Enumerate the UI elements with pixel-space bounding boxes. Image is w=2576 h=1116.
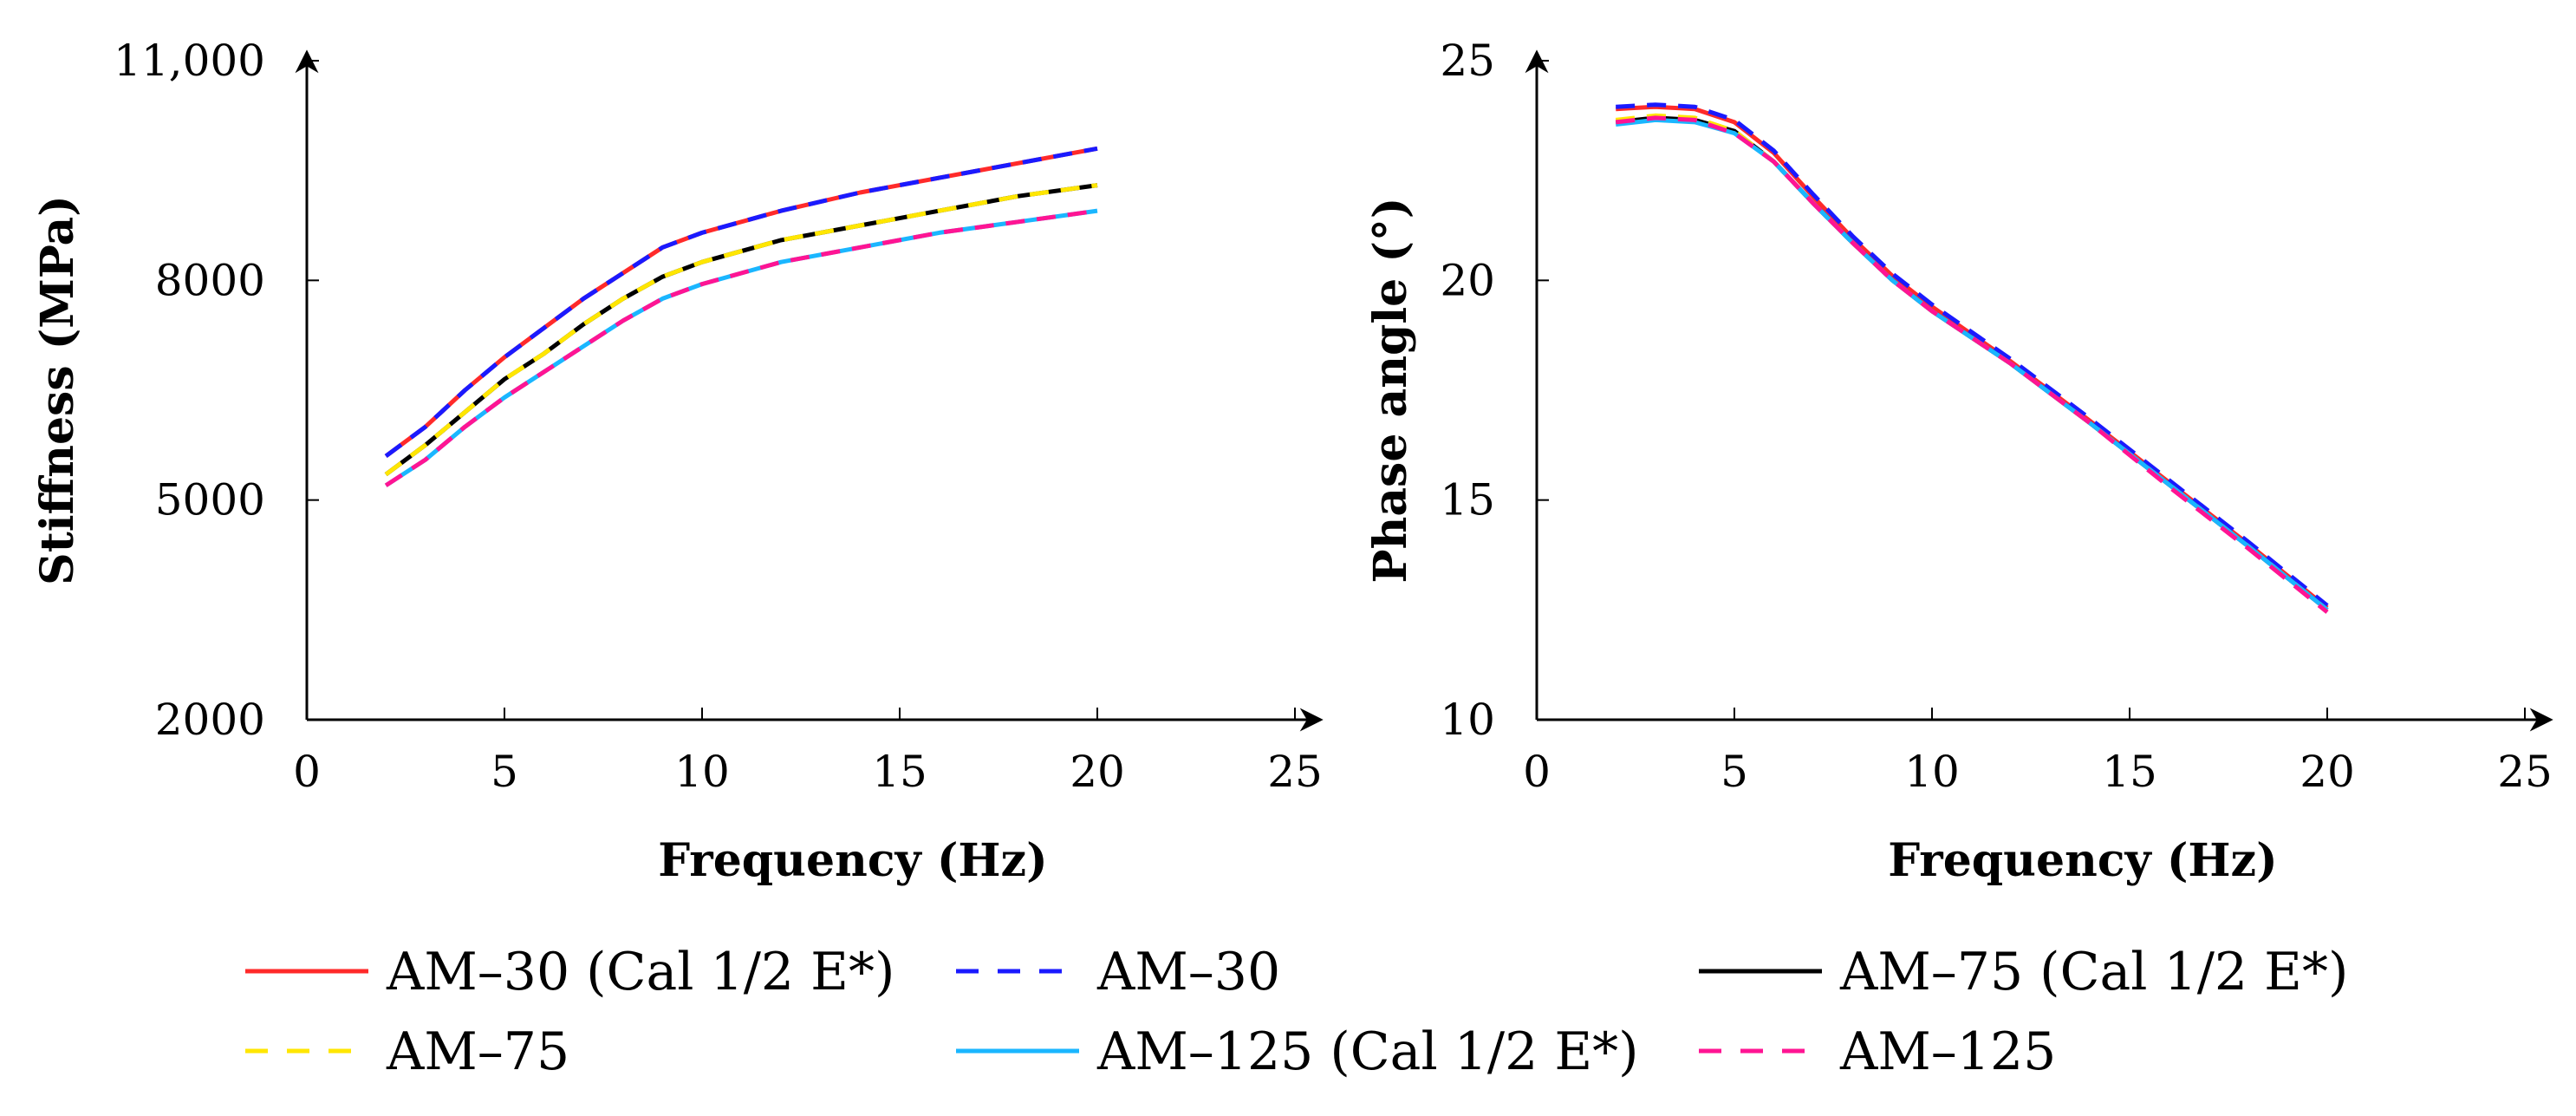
phase-series-am-30 <box>1616 102 2329 608</box>
legend: AM–30 (Cal 1/2 E*) AM–30 AM–75 (Cal 1/2 E*… <box>245 942 2348 1082</box>
phase-y-axis-title: Phase angle (°) <box>1364 197 1417 583</box>
phase-x-tick-label: 0 <box>1523 747 1551 797</box>
legend-label: AM–30 <box>1096 942 1280 1002</box>
phase-series-am-30-cal-1-2-e <box>1616 104 2329 610</box>
phase-x-tick-label: 15 <box>2102 747 2157 797</box>
phase-series-am-125 <box>1615 115 2329 614</box>
stiffness-series-am-75 <box>384 183 1098 477</box>
legend-label: AM–125 (Cal 1/2 E*) <box>1096 1021 1639 1082</box>
phase-angle-chart: 0 5 10 15 20 25 10 15 20 25 Frequency (Hz) Phase an… <box>1364 36 2553 887</box>
phase-x-tick-label: 25 <box>2497 747 2553 797</box>
phase-y-tick-label: 25 <box>1440 36 1495 86</box>
stiffness-x-tick-label: 25 <box>1267 747 1323 797</box>
phase-y-tick-label: 10 <box>1440 695 1495 745</box>
phase-y-tick-label: 15 <box>1440 475 1495 525</box>
stiffness-y-tick-label: 5000 <box>155 475 265 525</box>
stiffness-y-tick-label: 8000 <box>155 255 265 305</box>
legend-label: AM–75 (Cal 1/2 E*) <box>1839 942 2348 1002</box>
legend-label: AM–125 <box>1839 1021 2056 1082</box>
legend-label: AM–75 <box>386 1021 569 1082</box>
stiffness-x-axis-title: Frequency (Hz) <box>658 834 1047 887</box>
stiffness-y-tick-label: 2000 <box>155 695 265 745</box>
stiffness-x-tick-label: 0 <box>293 747 321 797</box>
stiffness-y-tick-label: 11,000 <box>114 36 265 86</box>
phase-x-axis-title: Frequency (Hz) <box>1888 834 2277 887</box>
legend-label: AM–30 (Cal 1/2 E*) <box>386 942 894 1002</box>
phase-series-am-75 <box>1615 113 2329 612</box>
phase-y-tick-label: 20 <box>1440 255 1495 305</box>
phase-x-tick-label: 5 <box>1721 747 1748 797</box>
stiffness-x-tick-label: 20 <box>1070 747 1125 797</box>
stiffness-x-tick-label: 5 <box>491 747 518 797</box>
stiffness-y-axis-title: Stiffness (MPa) <box>31 195 84 585</box>
phase-series-am-75-cal-1-2-e <box>1615 115 2329 612</box>
phase-series-am-125-cal-1-2-e <box>1615 117 2329 612</box>
stiffness-chart: 0 5 10 15 20 25 2000 5000 8000 11,000 Frequency (H… <box>31 36 1324 887</box>
phase-x-tick-label: 10 <box>1904 747 1960 797</box>
phase-x-tick-label: 20 <box>2300 747 2355 797</box>
stiffness-series-am-30-cal-1-2-e <box>384 146 1098 459</box>
stiffness-x-tick-label: 10 <box>674 747 730 797</box>
stiffness-series-am-125 <box>384 208 1098 487</box>
stiffness-series-am-30 <box>384 146 1098 459</box>
stiffness-x-tick-label: 15 <box>872 747 927 797</box>
stiffness-series-am-75-cal-1-2-e <box>384 183 1098 477</box>
